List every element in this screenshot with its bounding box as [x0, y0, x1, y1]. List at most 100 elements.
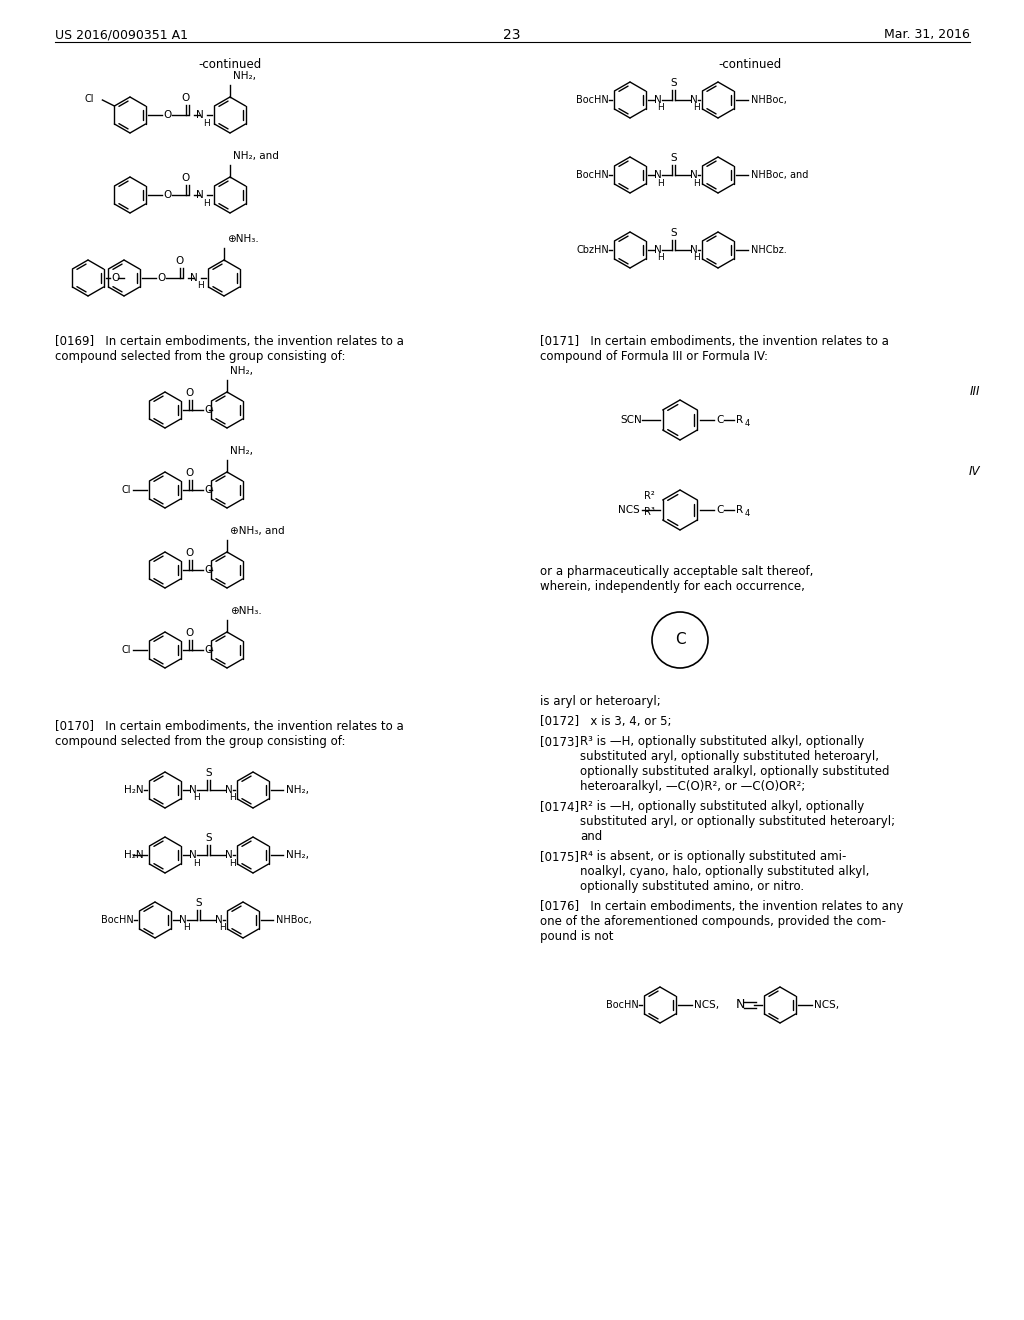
Text: O: O [185, 469, 194, 478]
Text: -continued: -continued [199, 58, 261, 71]
Text: S: S [671, 153, 677, 162]
Text: R²: R² [644, 491, 655, 502]
Text: NH₂,: NH₂, [286, 785, 309, 795]
Text: R: R [736, 414, 743, 425]
Text: ⊕NH₃.: ⊕NH₃. [230, 606, 262, 616]
Text: 4: 4 [745, 420, 751, 429]
Text: H: H [228, 793, 236, 803]
Text: R³: R³ [644, 507, 655, 517]
Text: O: O [111, 273, 119, 282]
Text: NH₂,: NH₂, [233, 71, 256, 81]
Text: O: O [185, 388, 194, 399]
Text: one of the aforementioned compounds, provided the com-: one of the aforementioned compounds, pro… [540, 915, 886, 928]
Text: N: N [654, 246, 662, 255]
Text: O: O [204, 645, 212, 655]
Text: optionally substituted amino, or nitro.: optionally substituted amino, or nitro. [580, 880, 804, 894]
Text: R⁴ is absent, or is optionally substituted ami-: R⁴ is absent, or is optionally substitut… [580, 850, 847, 863]
Text: O: O [185, 628, 194, 638]
Text: -continued: -continued [719, 58, 781, 71]
Text: H: H [657, 103, 665, 112]
Text: pound is not: pound is not [540, 931, 613, 942]
Text: BocHN: BocHN [101, 915, 134, 925]
Text: and: and [580, 830, 602, 843]
Text: C: C [675, 632, 685, 648]
Text: N: N [189, 785, 197, 795]
Text: or a pharmaceutically acceptable salt thereof,: or a pharmaceutically acceptable salt th… [540, 565, 813, 578]
Text: NHCbz.: NHCbz. [751, 246, 786, 255]
Text: H: H [693, 253, 700, 263]
Text: R: R [736, 506, 743, 515]
Text: N: N [189, 850, 197, 861]
Text: [0169]   In certain embodiments, the invention relates to a: [0169] In certain embodiments, the inven… [55, 335, 403, 348]
Text: compound selected from the group consisting of:: compound selected from the group consist… [55, 735, 345, 748]
Text: S: S [671, 228, 677, 238]
Text: NCS: NCS [618, 506, 640, 515]
Text: NH₂, and: NH₂, and [233, 150, 279, 161]
Text: H: H [693, 178, 700, 187]
Text: N: N [654, 95, 662, 106]
Text: H: H [219, 924, 225, 932]
Text: R² is —H, optionally substituted alkyl, optionally: R² is —H, optionally substituted alkyl, … [580, 800, 864, 813]
Text: N: N [215, 915, 223, 925]
Text: [0171]   In certain embodiments, the invention relates to a: [0171] In certain embodiments, the inven… [540, 335, 889, 348]
Text: O: O [204, 484, 212, 495]
Text: NH₂,: NH₂, [286, 850, 309, 861]
Text: [0176]   In certain embodiments, the invention relates to any: [0176] In certain embodiments, the inven… [540, 900, 903, 913]
Text: substituted aryl, or optionally substituted heteroaryl;: substituted aryl, or optionally substitu… [580, 814, 895, 828]
Text: N: N [690, 95, 697, 106]
Text: N: N [225, 850, 232, 861]
Text: N: N [190, 273, 198, 282]
Text: N: N [179, 915, 186, 925]
Text: N: N [735, 998, 744, 1011]
Text: compound of Formula III or Formula IV:: compound of Formula III or Formula IV: [540, 350, 768, 363]
Text: NCS,: NCS, [814, 1001, 839, 1010]
Text: C: C [716, 506, 723, 515]
Text: is aryl or heteroaryl;: is aryl or heteroaryl; [540, 696, 660, 708]
Text: IV: IV [969, 465, 980, 478]
Text: S: S [206, 768, 212, 777]
Text: H: H [193, 858, 200, 867]
Text: Mar. 31, 2016: Mar. 31, 2016 [884, 28, 970, 41]
Text: O: O [204, 405, 212, 414]
Text: III: III [970, 385, 980, 399]
Text: NH₂,: NH₂, [230, 446, 253, 455]
Text: O: O [157, 273, 165, 282]
Text: [0175]: [0175] [540, 850, 579, 863]
Text: N: N [690, 246, 697, 255]
Text: H: H [193, 793, 200, 803]
Text: ⊕NH₃.: ⊕NH₃. [227, 234, 259, 244]
Text: O: O [185, 548, 194, 558]
Text: NHBoc,: NHBoc, [276, 915, 312, 925]
Text: Cl: Cl [122, 645, 131, 655]
Text: N: N [197, 190, 204, 201]
Text: O: O [182, 92, 190, 103]
Text: wherein, independently for each occurrence,: wherein, independently for each occurren… [540, 579, 805, 593]
Text: H: H [228, 858, 236, 867]
Text: O: O [176, 256, 184, 267]
Text: noalkyl, cyano, halo, optionally substituted alkyl,: noalkyl, cyano, halo, optionally substit… [580, 865, 869, 878]
Text: US 2016/0090351 A1: US 2016/0090351 A1 [55, 28, 188, 41]
Text: S: S [206, 833, 212, 843]
Text: 23: 23 [503, 28, 521, 42]
Text: 4: 4 [745, 510, 751, 519]
Text: H₂N: H₂N [124, 850, 144, 861]
Text: O: O [182, 173, 190, 183]
Text: [0170]   In certain embodiments, the invention relates to a: [0170] In certain embodiments, the inven… [55, 719, 403, 733]
Text: N: N [225, 785, 232, 795]
Text: heteroaralkyl, —C(O)R², or —C(O)OR²;: heteroaralkyl, —C(O)R², or —C(O)OR²; [580, 780, 805, 793]
Text: H: H [657, 178, 665, 187]
Text: N: N [690, 170, 697, 180]
Text: Cl: Cl [85, 94, 94, 104]
Text: H: H [203, 119, 209, 128]
Text: [0174]: [0174] [540, 800, 580, 813]
Text: optionally substituted aralkyl, optionally substituted: optionally substituted aralkyl, optional… [580, 766, 890, 777]
Text: NHBoc,: NHBoc, [751, 95, 786, 106]
Text: BocHN: BocHN [577, 170, 609, 180]
Text: SCN: SCN [621, 414, 642, 425]
Text: NCS,: NCS, [694, 1001, 719, 1010]
Text: O: O [163, 110, 171, 120]
Text: S: S [196, 898, 203, 908]
Text: H: H [197, 281, 204, 290]
Text: H: H [657, 253, 665, 263]
Text: H: H [693, 103, 700, 112]
